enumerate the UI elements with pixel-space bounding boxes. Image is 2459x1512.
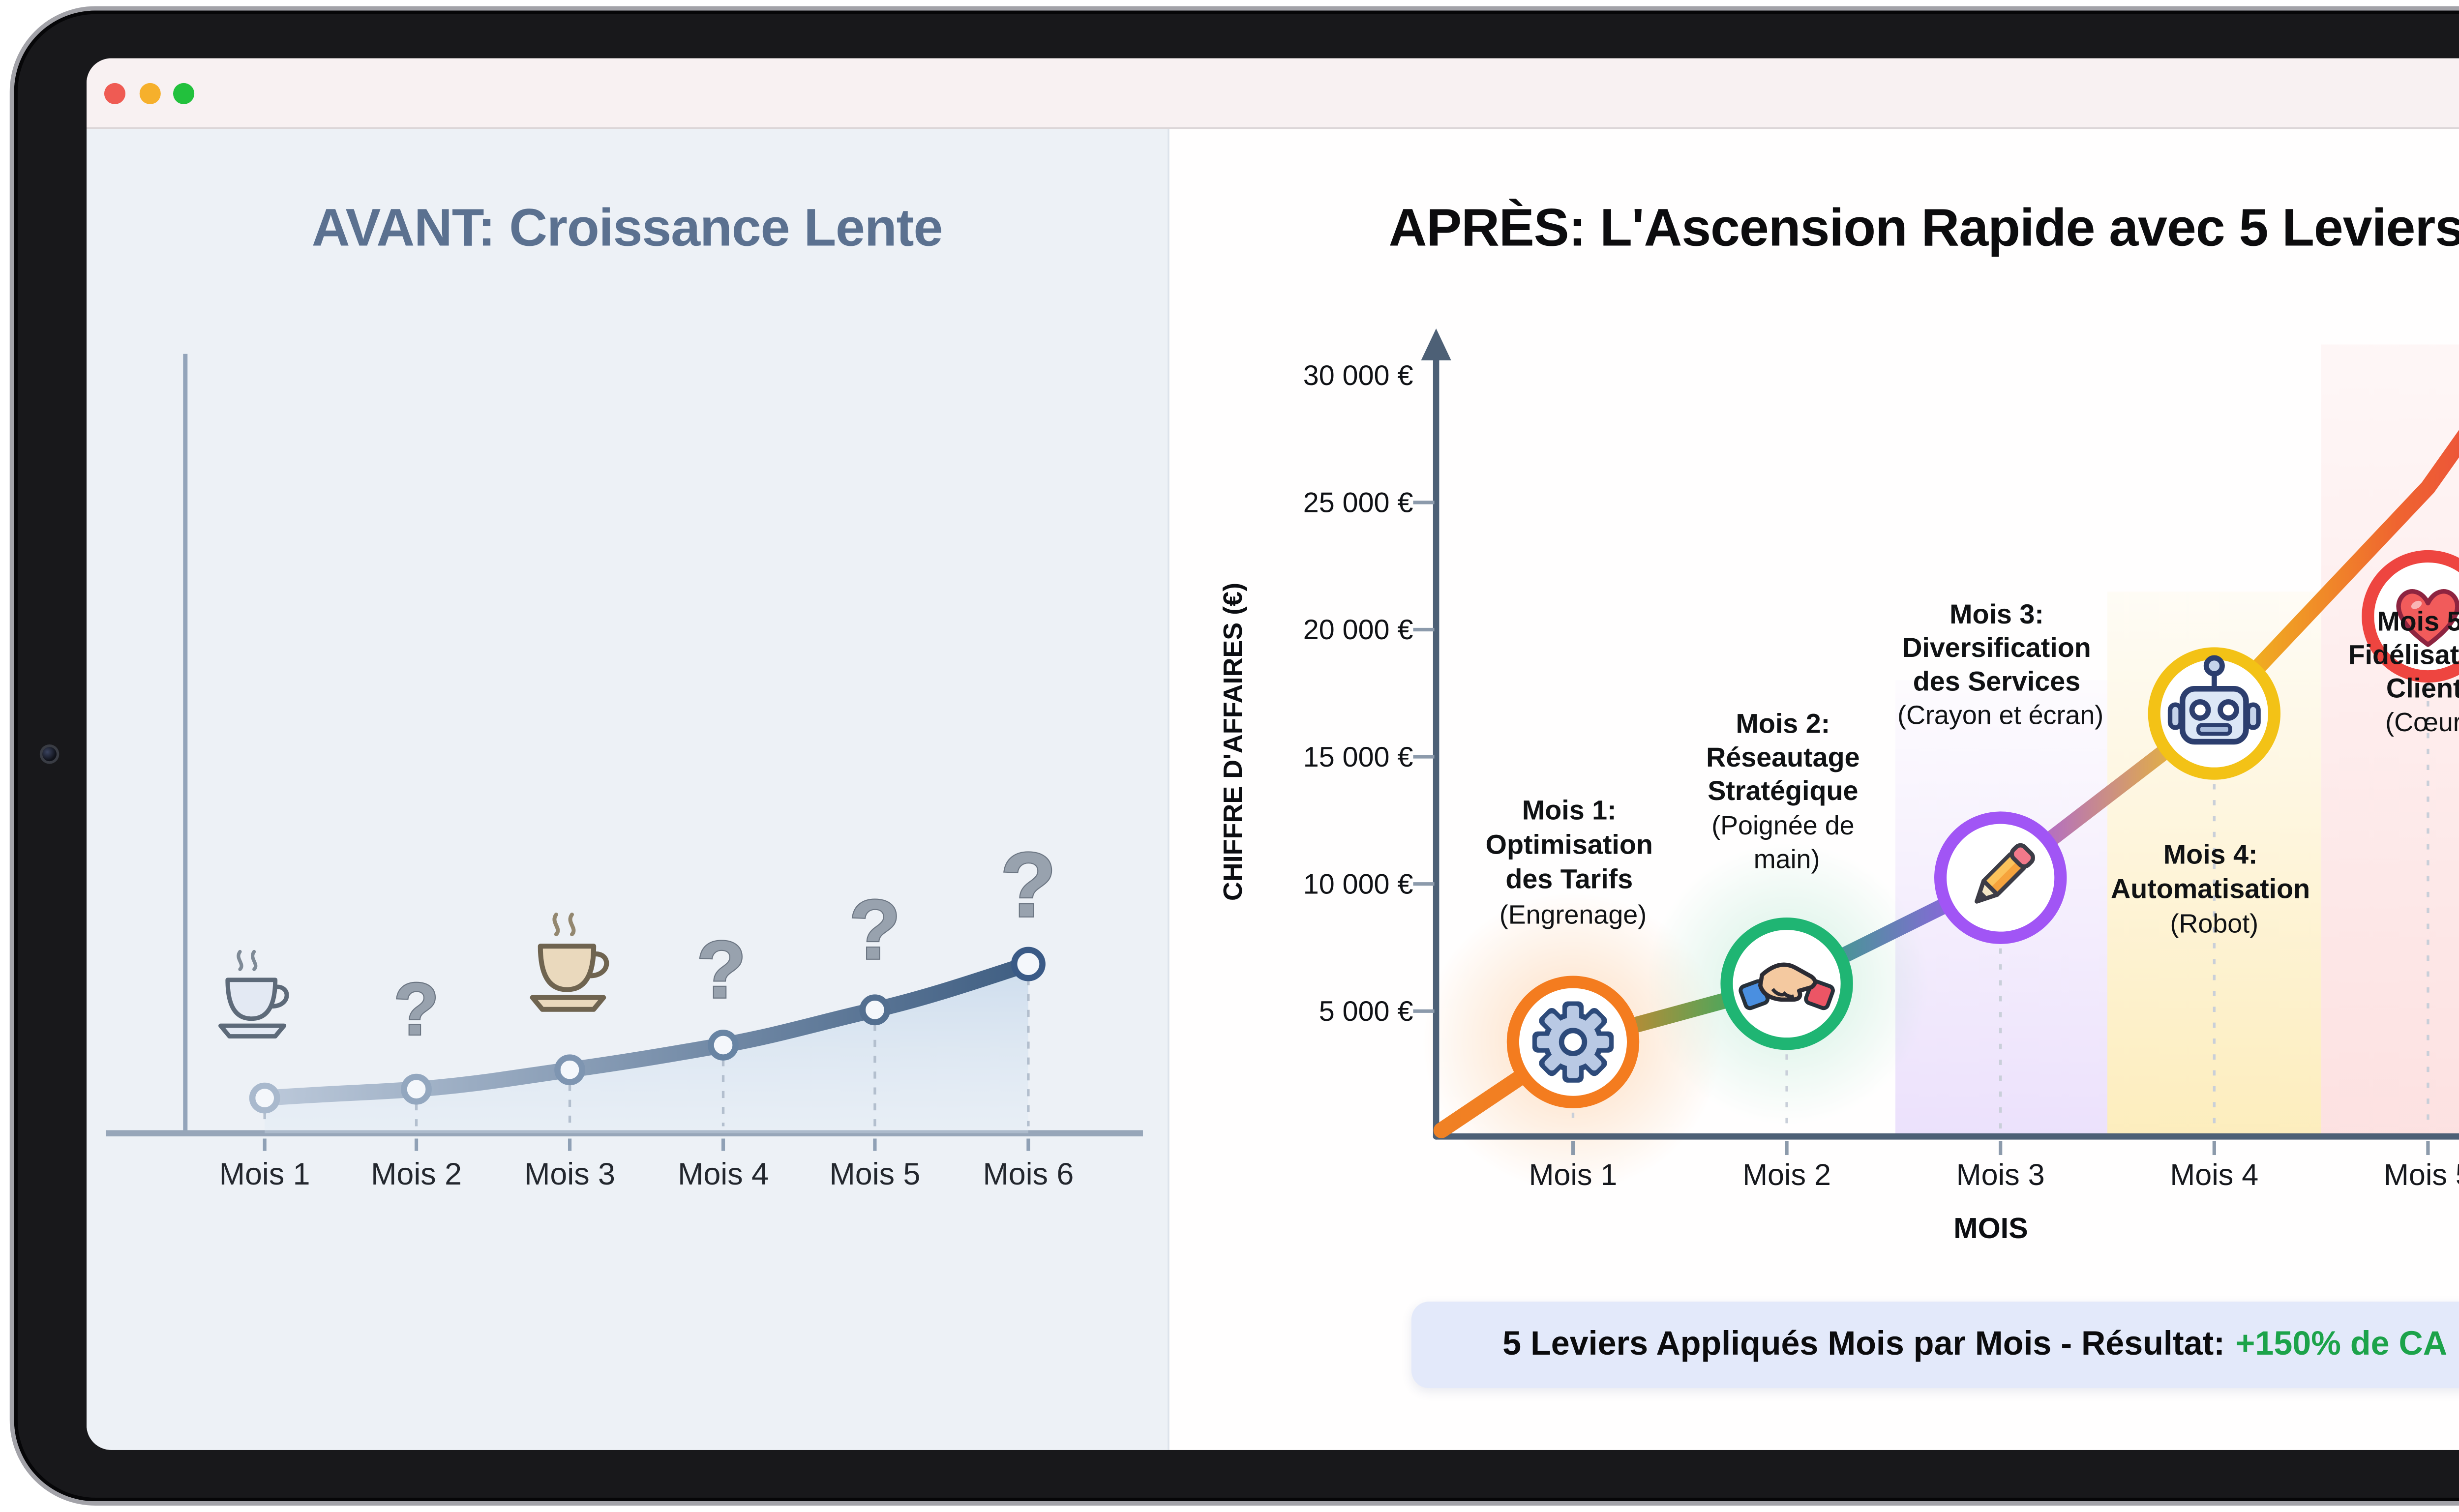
close-button[interactable] — [104, 83, 126, 104]
pencil-icon — [1975, 843, 2035, 904]
gear-icon — [1532, 1001, 1614, 1083]
before-x-labels: Mois 1 Mois 2 Mois 3 Mois 4 Mois 5 Mois … — [219, 1157, 1074, 1191]
y-axis-title: CHIFFRE D'AFFAIRES (€) — [1218, 583, 1248, 901]
app-window: AVANT: Croissance Lente — [86, 58, 2459, 1450]
y-axis-arrow-icon — [1421, 328, 1451, 360]
banner-highlight: +150% de CA — [2235, 1325, 2448, 1363]
minimize-button[interactable] — [138, 83, 160, 104]
x-tick-label: Mois 4 — [2170, 1158, 2258, 1191]
after-x-ticks — [1571, 1141, 2430, 1156]
before-dashed-guides — [263, 978, 1030, 1127]
x-tick-label: Mois 5 — [2384, 1158, 2459, 1191]
x-tick-label: Mois 1 — [1529, 1158, 1618, 1191]
after-panel: APRÈS: L'Ascension Rapide avec 5 Leviers — [1169, 129, 2459, 1450]
y-tick-label: 10 000 € — [1303, 868, 1413, 900]
x-tick-label: Mois 3 — [524, 1157, 615, 1191]
x-tick-label: Mois 1 — [219, 1157, 310, 1191]
y-tick-label: 20 000 € — [1303, 614, 1413, 646]
question-mark-icon: ? — [849, 883, 900, 977]
y-tick-label: 25 000 € — [1303, 487, 1413, 519]
before-title: AVANT: Croissance Lente — [311, 199, 943, 258]
after-x-labels: Mois 1 Mois 2 Mois 3 Mois 4 Mois 5 — [1529, 1158, 2459, 1191]
x-tick-label: Mois 2 — [371, 1157, 462, 1191]
y-tick-label: 15 000 € — [1303, 741, 1413, 773]
bezel-camera-icon — [42, 747, 57, 762]
before-line — [257, 956, 1037, 1106]
x-tick-label: Mois 2 — [1742, 1158, 1831, 1191]
after-y-ticks — [1413, 501, 1435, 1013]
milestone-label: Mois 1: Optimisation des Tarifs (Engrena… — [1486, 795, 1661, 930]
window-content: AVANT: Croissance Lente — [86, 129, 2459, 1450]
window-titlebar — [86, 58, 2459, 129]
after-title: APRÈS: L'Ascension Rapide avec 5 Leviers — [1388, 199, 2459, 258]
before-chart: ? ? ? ? Mois 1 Mois 2 Mo — [106, 354, 1143, 1191]
question-mark-icon: ? — [394, 968, 439, 1050]
coffee-cup-icon — [530, 912, 609, 1012]
after-axes — [1433, 352, 2459, 1140]
x-axis-title: MOIS — [1953, 1212, 2028, 1245]
after-y-labels: 30 000 € 25 000 € 20 000 € 15 000 € 10 0… — [1303, 360, 1413, 1027]
before-x-ticks — [263, 1138, 1030, 1151]
y-tick-label: 5 000 € — [1319, 996, 1413, 1027]
result-banner: 5 Leviers Appliqués Mois par Mois - Résu… — [1411, 1302, 2459, 1389]
handshake-icon — [1739, 962, 1835, 1010]
after-chart: 30 000 € 25 000 € 20 000 € 15 000 € 10 0… — [1218, 328, 2459, 1245]
y-tick-label: 30 000 € — [1303, 360, 1413, 391]
x-tick-label: Mois 3 — [1956, 1158, 2045, 1191]
milestone-label: Mois 4: Automatisation (Robot) — [2111, 839, 2318, 938]
zoom-button[interactable] — [173, 83, 195, 104]
banner-text: 5 Leviers Appliqués Mois par Mois - Résu… — [1502, 1325, 2225, 1363]
before-area-fill — [265, 964, 1028, 1133]
before-panel: AVANT: Croissance Lente — [86, 129, 1170, 1450]
milestone-label: Mois 3: Diversification des Services (Cr… — [1897, 599, 2103, 730]
heart-icon — [2396, 589, 2459, 647]
question-mark-icon: ? — [1000, 833, 1056, 936]
coffee-cup-icon — [218, 949, 289, 1039]
question-mark-icon: ? — [697, 924, 747, 1015]
x-tick-label: Mois 4 — [678, 1157, 769, 1191]
robot-icon — [2167, 655, 2261, 745]
x-tick-label: Mois 6 — [983, 1157, 1074, 1191]
x-tick-label: Mois 5 — [829, 1157, 920, 1191]
before-data-points — [249, 947, 1046, 1114]
milestone-label: Mois 5: Fidélisation Client (Cœur) — [2348, 606, 2459, 737]
milestone-label: Mois 2: Réseautage Stratégique (Poignée … — [1706, 709, 1867, 874]
